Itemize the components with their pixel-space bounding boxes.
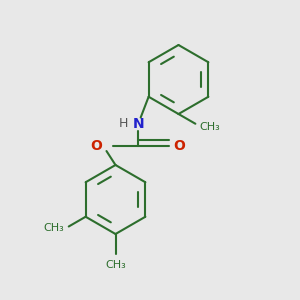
Text: H: H [119, 117, 128, 130]
Text: CH₃: CH₃ [200, 122, 220, 132]
Text: CH₃: CH₃ [105, 260, 126, 269]
Text: CH₃: CH₃ [43, 223, 64, 233]
Text: N: N [133, 118, 144, 131]
Text: O: O [174, 139, 186, 152]
Text: O: O [90, 139, 102, 152]
